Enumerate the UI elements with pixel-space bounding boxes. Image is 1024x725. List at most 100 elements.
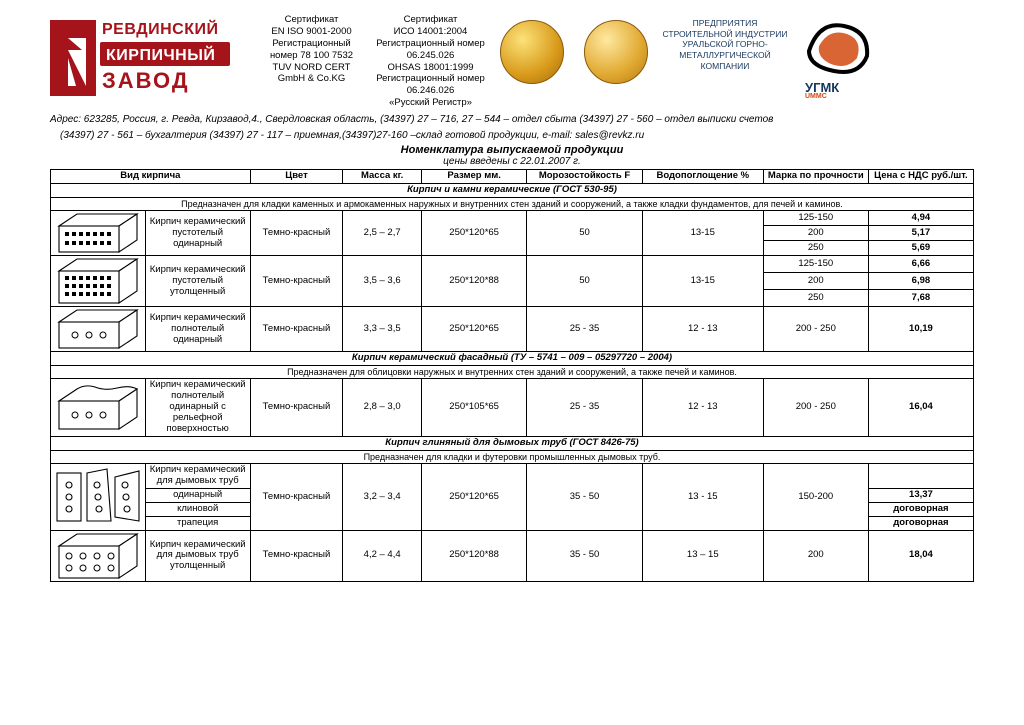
brick-image [51,256,146,307]
product-name: Кирпич керамический пустотелый одинарный [145,211,250,256]
cert1-line: Регистрационный [254,38,369,50]
product-water: 13 - 15 [642,464,763,531]
brick-image [51,464,146,531]
table-row: Кирпич керамический полнотелый одинарный… [51,379,974,437]
product-frost: 25 - 35 [527,307,643,352]
logo-rkz: РЕВДИНСКИЙ КИРПИЧНЫЙ ЗАВОД [50,14,250,104]
cert2-line: Регистрационный номер [373,73,488,85]
brick-image [51,379,146,437]
page: РЕВДИНСКИЙ КИРПИЧНЫЙ ЗАВОД Сертификат EN… [0,0,1024,725]
product-mark: 250 [763,290,868,307]
product-size: 250*120*65 [422,464,527,531]
product-water: 13 – 15 [642,530,763,581]
brick-image [51,307,146,352]
product-color: Темно-красный [250,256,343,307]
product-frost: 50 [527,211,643,256]
col-water: Водопоглощение % [642,170,763,184]
cert2-line: Регистрационный номер [373,38,488,50]
product-water: 13-15 [642,256,763,307]
product-name: Кирпич керамический пустотелый утолщенны… [145,256,250,307]
doc-subtitle: цены введены с 22.01.2007 г. [50,156,974,167]
cert1-line: номер 78 100 7532 [254,50,369,62]
product-price: 13,37 [868,489,973,503]
svg-text:КИРПИЧНЫЙ: КИРПИЧНЫЙ [106,45,215,64]
product-water: 12 - 13 [642,307,763,352]
product-mark: 125-150 [763,211,868,226]
product-price: договорная [868,517,973,531]
cert2-line: ИСО 14001:2004 [373,26,488,38]
product-frost: 50 [527,256,643,307]
product-mark: 150-200 [763,464,868,531]
product-price: 6,66 [868,256,973,273]
cert1-line: GmbH & Co.KG [254,73,369,85]
cert-block-2: Сертификат ИСО 14001:2004 Регистрационны… [373,14,488,109]
cert-block-1: Сертификат EN ISO 9001-2000 Регистрацион… [254,14,369,85]
product-color: Темно-красный [250,530,343,581]
table-header-row: Вид кирпича Цвет Масса кг. Размер мм. Мо… [51,170,974,184]
product-water: 12 - 13 [642,379,763,437]
product-mass: 2,8 – 3,0 [343,379,422,437]
brick-image [51,530,146,581]
product-water: 13-15 [642,211,763,256]
product-mark: 200 [763,530,868,581]
doc-title: Номенклатура выпускаемой продукции [50,144,974,156]
product-color: Темно-красный [250,307,343,352]
table-row: Кирпич керамический для дымовых труб Тем… [51,464,974,489]
product-price: 16,04 [868,379,973,437]
product-name: Кирпич керамический полнотелый одинарный [145,307,250,352]
section-1-note: Предназначен для кладки каменных и армок… [51,197,974,210]
cert1-line: EN ISO 9001-2000 [254,26,369,38]
product-name: Кирпич керамический полнотелый одинарный… [145,379,250,437]
product-size: 250*120*65 [422,307,527,352]
svg-text:РЕВДИНСКИЙ: РЕВДИНСКИЙ [102,19,218,38]
table-row: Кирпич керамический пустотелый одинарный… [51,211,974,226]
cert1-line: TUV NORD CERT [254,62,369,74]
product-color: Темно-красный [250,379,343,437]
section-1-title: Кирпич и камни керамические (ГОСТ 530-95… [51,183,974,197]
product-color: Темно-красный [250,464,343,531]
table-row: Кирпич керамический пустотелый утолщенны… [51,256,974,273]
section-3-title: Кирпич глиняный для дымовых труб (ГОСТ 8… [51,437,974,451]
col-type: Вид кирпича [51,170,251,184]
header-row: РЕВДИНСКИЙ КИРПИЧНЫЙ ЗАВОД Сертификат EN… [50,14,974,109]
logo-ummc: УГМК UMMC [794,14,882,99]
col-price: Цена с НДС руб./шт. [868,170,973,184]
col-frost: Морозостойкость F [527,170,643,184]
product-mark: 125-150 [763,256,868,273]
medal-icon [584,20,648,84]
product-name: одинарный [145,489,250,503]
cert2-line: 06.246.026 [373,85,488,97]
product-size: 250*120*88 [422,530,527,581]
brick-image [51,211,146,256]
product-mass: 3,5 – 3,6 [343,256,422,307]
svg-text:ЗАВОД: ЗАВОД [102,68,190,93]
product-size: 250*120*65 [422,211,527,256]
product-mass: 3,3 – 3,5 [343,307,422,352]
product-frost: 35 - 50 [527,530,643,581]
product-price: 5,17 [868,226,973,241]
product-mark: 200 - 250 [763,379,868,437]
product-frost: 35 - 50 [527,464,643,531]
ugmk-company-text: ПРЕДПРИЯТИЯ СТРОИТЕЛЬНОЙ ИНДУСТРИИ УРАЛЬ… [660,14,790,71]
product-mass: 3,2 – 3,4 [343,464,422,531]
product-name: Кирпич керамический для дымовых труб [145,464,250,489]
product-mark: 200 [763,226,868,241]
table-row: Кирпич керамический полнотелый одинарный… [51,307,974,352]
cert1-line: Сертификат [254,14,369,26]
product-mass: 4,2 – 4,4 [343,530,422,581]
product-name: трапеция [145,517,250,531]
section-2-title: Кирпич керамический фасадный (ТУ – 5741 … [51,352,974,366]
medal-2-wrap [576,14,656,91]
medal-icon [500,20,564,84]
product-price [868,464,973,489]
svg-text:UMMC: UMMC [805,93,827,98]
product-price: 6,98 [868,273,973,290]
cert2-line: 06.245.026 [373,50,488,62]
product-name: Кирпич керамический для дымовых труб уто… [145,530,250,581]
product-color: Темно-красный [250,211,343,256]
products-table: Вид кирпича Цвет Масса кг. Размер мм. Мо… [50,169,974,582]
cert2-line: «Русский Регистр» [373,97,488,109]
product-price: договорная [868,503,973,517]
cert2-line: Сертификат [373,14,488,26]
col-color: Цвет [250,170,343,184]
